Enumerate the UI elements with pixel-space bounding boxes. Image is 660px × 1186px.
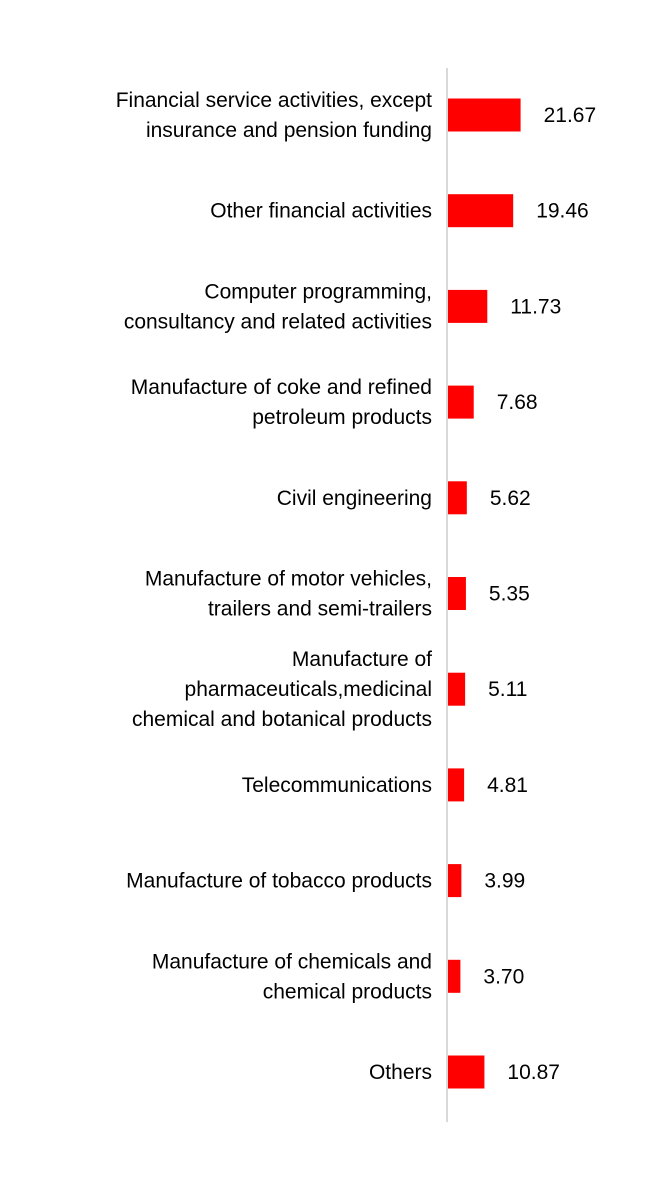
value-labels-layer: 21.67 19.46 11.73 7.68 5.62 5.35 5.11 4.81 3.99 3… xyxy=(483,104,596,1084)
category-label-line: consultancy and related activities xyxy=(124,310,432,333)
value-label: 11.73 xyxy=(510,295,561,318)
category-label-line: Manufacture of xyxy=(292,648,432,671)
bars-layer xyxy=(448,98,521,1089)
value-label: 5.35 xyxy=(489,583,530,606)
category-label: Financial service activities, except insu… xyxy=(116,89,432,142)
category-label: Manufacture of coke and refined petroleum… xyxy=(131,376,432,429)
category-label: Manufacture of pharmaceuticals,medicinal c… xyxy=(132,648,432,731)
category-label-line: Telecommunications xyxy=(242,774,432,797)
category-label-line: Computer programming, xyxy=(204,280,432,303)
value-label: 7.68 xyxy=(497,391,538,414)
category-label: Manufacture of motor vehicles, trailers a… xyxy=(145,568,432,621)
category-label-line: Civil engineering xyxy=(277,487,432,510)
category-label-line: trailers and semi-trailers xyxy=(208,598,432,621)
category-label-line: insurance and pension funding xyxy=(146,119,432,142)
bar xyxy=(448,768,465,802)
category-labels-layer: Financial service activities, except insu… xyxy=(116,89,432,1084)
bar xyxy=(448,864,462,898)
category-label-line: petroleum products xyxy=(252,406,432,429)
category-label-line: Manufacture of motor vehicles, xyxy=(145,568,432,591)
category-label: Computer programming, consultancy and rel… xyxy=(124,280,432,333)
category-label-line: Manufacture of coke and refined xyxy=(131,376,432,399)
value-label: 10.87 xyxy=(507,1061,560,1084)
category-label-line: Others xyxy=(369,1061,432,1084)
bar xyxy=(448,98,521,132)
category-label-line: pharmaceuticals,medicinal xyxy=(185,678,432,701)
category-label-line: Manufacture of chemicals and xyxy=(152,950,432,973)
value-label: 4.81 xyxy=(487,774,528,797)
category-label: Others xyxy=(369,1061,432,1084)
category-label: Telecommunications xyxy=(242,774,432,797)
bar xyxy=(448,194,514,228)
category-label-line: Financial service activities, except xyxy=(116,89,432,112)
value-label: 3.99 xyxy=(484,870,525,893)
category-label: Manufacture of chemicals and chemical pro… xyxy=(152,950,432,1003)
category-label: Manufacture of tobacco products xyxy=(126,870,432,893)
bar xyxy=(448,481,467,515)
bar xyxy=(448,289,488,323)
value-label: 5.62 xyxy=(490,487,531,510)
bar xyxy=(448,672,466,706)
value-label: 5.11 xyxy=(488,678,527,701)
value-label: 21.67 xyxy=(544,104,597,127)
bar xyxy=(448,959,461,993)
category-label-line: chemical and botanical products xyxy=(132,708,432,731)
bar xyxy=(448,577,466,610)
bar xyxy=(448,385,474,419)
category-label: Civil engineering xyxy=(277,487,432,510)
bar xyxy=(448,1055,485,1089)
value-label: 19.46 xyxy=(536,200,589,223)
category-label: Other financial activities xyxy=(210,200,432,223)
value-label: 3.70 xyxy=(483,965,524,988)
category-label-line: chemical products xyxy=(263,980,432,1003)
category-label-line: Manufacture of tobacco products xyxy=(126,870,432,893)
category-label-line: Other financial activities xyxy=(210,200,432,223)
